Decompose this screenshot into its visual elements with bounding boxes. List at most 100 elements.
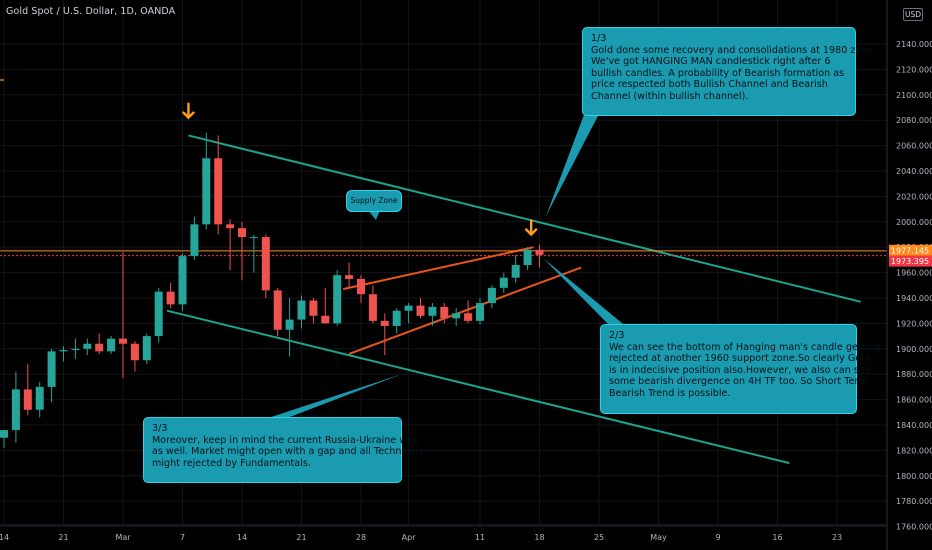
price-tag-box	[889, 255, 932, 267]
callout-line: Channel (within bullish channel).	[591, 90, 749, 102]
bearish-candle[interactable]	[345, 275, 354, 279]
bullish-candle[interactable]	[11, 389, 20, 431]
price-tick-label: 2080.000	[896, 116, 932, 125]
supply-zone-callout[interactable]: Supply Zone	[346, 190, 402, 212]
price-tick-label: 1820.000	[896, 446, 932, 455]
callout-connectors	[262, 112, 628, 420]
bearish-candle[interactable]	[261, 237, 270, 291]
time-tick-label: 7	[180, 533, 185, 542]
callout-line: We can see the bottom of Hanging man's c…	[609, 341, 881, 353]
price-tag-label: 1977.145	[891, 246, 929, 255]
bearish-candle[interactable]	[440, 306, 449, 319]
bearish-candle[interactable]	[357, 278, 365, 295]
callout-line: 3/3	[152, 423, 168, 434]
lower-descending-channel-line[interactable]	[166, 309, 790, 465]
bullish-candle[interactable]	[202, 158, 211, 225]
note-callout-3[interactable]: 3/3 Moreover, keep in mind the current Ru…	[143, 417, 423, 483]
bearish-candle[interactable]	[416, 305, 425, 316]
symbol-title[interactable]: Gold Spot / U.S. Dollar, 1D, OANDA	[6, 6, 176, 17]
bullish-candle[interactable]	[392, 310, 401, 326]
callout-line: 1/3	[591, 33, 607, 44]
bearish-candle[interactable]	[23, 389, 32, 410]
currency-badge[interactable]: USD	[903, 8, 923, 21]
time-axis[interactable]: 14 21 Mar 7 14 21 28 Apr 11 18 25 May 9 16 23	[0, 533, 842, 542]
bullish-candle[interactable]	[333, 275, 342, 324]
bearish-candle[interactable]	[321, 315, 330, 324]
price-axis[interactable]: 2140.000 2120.000 2100.000 2080.000 2060.000…	[896, 40, 932, 532]
rising-channel-top-line[interactable]	[342, 246, 534, 291]
price-tag-box	[889, 244, 932, 256]
price-tick-label: 2140.000	[896, 40, 932, 49]
rising-channel-bottom-line[interactable]	[348, 266, 582, 355]
note-callout-2[interactable]: 2/3 We can see the bottom of Hanging man'…	[600, 324, 881, 414]
bullish-candle[interactable]	[428, 306, 437, 316]
callout-line: Gold done some recovery and consolidatio…	[591, 44, 877, 56]
bullish-candle[interactable]	[107, 338, 116, 352]
bullish-candle[interactable]	[487, 287, 496, 304]
price-tick-label: 2100.000	[896, 91, 932, 100]
price-tick-label: 1860.000	[896, 396, 932, 405]
price-tick-label: 2020.000	[896, 192, 932, 201]
callout-pointer-3	[262, 374, 402, 420]
time-tick-label: 18	[534, 533, 544, 542]
upper-descending-channel-line[interactable]	[188, 134, 862, 303]
price-tick-label: 2120.000	[896, 65, 932, 74]
bearish-candle[interactable]	[535, 249, 544, 255]
bullish-candle[interactable]	[178, 256, 187, 305]
callout-line: 2/3	[609, 330, 625, 341]
bearish-candle[interactable]	[309, 300, 318, 316]
bullish-candle[interactable]	[0, 430, 8, 438]
trendlines	[0, 134, 887, 465]
callout-line: is in indecisive position also.However, …	[609, 364, 871, 376]
bullish-candle[interactable]	[249, 237, 258, 239]
time-tick-label: 21	[58, 533, 68, 542]
time-tick-label: 9	[715, 533, 720, 542]
callout-line: price respected both Bullish Channel and…	[591, 79, 828, 91]
callout-line: as well. Market might open with a gap an…	[152, 446, 423, 458]
time-tick-label: 14	[0, 533, 9, 542]
time-tick-label: 25	[594, 533, 604, 542]
note-callout-1[interactable]: 1/3 Gold done some recovery and consolida…	[582, 27, 877, 116]
bullish-candle[interactable]	[71, 348, 80, 351]
bullish-candle[interactable]	[511, 264, 520, 278]
callout-line: rejected at another 1960 support zone.So…	[609, 353, 870, 365]
bullish-candle[interactable]	[404, 305, 413, 311]
bearish-candle[interactable]	[368, 294, 377, 321]
arrow-markers	[182, 102, 538, 237]
bearish-candle[interactable]	[119, 338, 127, 344]
bearish-candle[interactable]	[130, 343, 139, 361]
callout-line: Bearish Trend is possible.	[609, 387, 731, 399]
callout-line: We've got HANGING MAN candlestick right …	[591, 56, 831, 68]
price-tick-label: 1960.000	[896, 269, 932, 278]
bearish-candle[interactable]	[464, 313, 473, 321]
bullish-candle[interactable]	[59, 350, 68, 352]
bullish-candle[interactable]	[476, 303, 484, 321]
callout-pointer-2	[543, 258, 628, 328]
bullish-candle[interactable]	[190, 224, 199, 257]
bullish-candle[interactable]	[35, 386, 44, 410]
bullish-candle[interactable]	[154, 291, 163, 337]
bullish-candle[interactable]	[83, 343, 92, 349]
bullish-candle[interactable]	[499, 277, 508, 288]
time-tick-label: 28	[356, 533, 366, 542]
bearish-candle[interactable]	[273, 290, 282, 330]
callout-line: Moreover, keep in mind the current Russi…	[152, 434, 417, 446]
bearish-candle[interactable]	[95, 343, 104, 352]
bullish-candle[interactable]	[285, 319, 294, 330]
time-tick-label: Apr	[402, 533, 417, 542]
bearish-candle[interactable]	[238, 228, 246, 238]
bullish-candle[interactable]	[523, 249, 532, 265]
hanging-man-arrow-icon	[524, 219, 538, 237]
price-tick-label: 1780.000	[896, 497, 932, 506]
bearish-candle[interactable]	[166, 291, 175, 305]
bullish-candle[interactable]	[47, 351, 56, 387]
bullish-candle[interactable]	[142, 336, 151, 361]
bearish-candle[interactable]	[380, 320, 389, 326]
bullish-candle[interactable]	[297, 300, 306, 320]
time-tick-label: 11	[475, 533, 485, 542]
bearish-candle[interactable]	[226, 224, 235, 229]
bearish-candle[interactable]	[214, 158, 223, 225]
bullish-candle[interactable]	[452, 313, 461, 319]
callout-line: bullish candles. A probability of Bearis…	[591, 67, 845, 79]
